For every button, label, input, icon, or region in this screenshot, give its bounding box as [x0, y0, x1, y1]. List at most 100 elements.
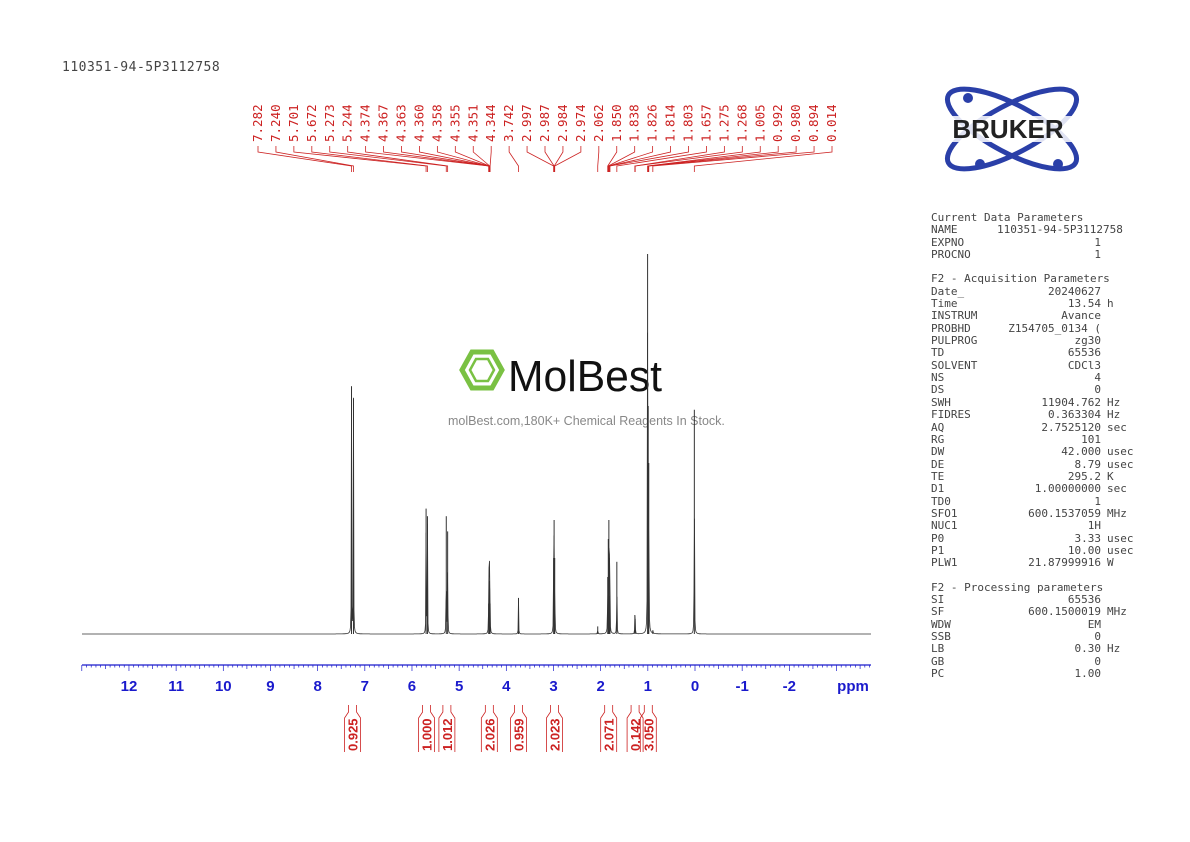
param-row: GB 0: [931, 654, 1134, 668]
peak-label: 2.997: [519, 104, 534, 142]
param-value: 65536: [1067, 346, 1101, 360]
param-row: PROBHD Z154705_0134 (: [931, 322, 1134, 335]
param-unit: [1101, 335, 1107, 347]
x-tick-label: 7: [361, 678, 369, 695]
peak-label-leader: [609, 146, 689, 172]
param-value: 0.363304: [1048, 408, 1101, 422]
param-value: 295.2: [1067, 469, 1101, 483]
peak-label: 4.355: [447, 104, 462, 142]
x-tick-label: -1: [735, 678, 748, 695]
integral-value: 2.071: [602, 718, 617, 751]
peak-label: 4.374: [358, 104, 373, 142]
peak-label: 2.984: [555, 104, 570, 142]
param-key: GB: [931, 654, 945, 668]
molbest-watermark: MolBest: [459, 349, 662, 401]
bruker-logo: BRUKER: [925, 86, 1090, 172]
param-value: 600.1500019: [1028, 605, 1101, 619]
peak-label-leader: [648, 146, 797, 172]
param-key: NAME: [931, 223, 958, 237]
integral-value: 0.925: [346, 718, 361, 751]
param-row: PLW1 21.87999916 W: [931, 556, 1134, 570]
param-key: Date_: [931, 284, 965, 298]
integral-bracket: [600, 705, 618, 752]
peak-label-leader: [607, 146, 618, 172]
param-row: INSTRUM Avance: [931, 309, 1134, 323]
param-value: 0: [1094, 383, 1101, 397]
param-unit: MHz: [1107, 605, 1127, 619]
peak-label: 1.803: [681, 104, 696, 142]
param-key: P0: [931, 531, 945, 545]
param-unit: [1101, 619, 1107, 631]
param-value: Avance: [1061, 309, 1101, 323]
param-unit: usec: [1107, 457, 1134, 471]
peak-label: 1.005: [752, 104, 767, 142]
peak-label: 1.275: [716, 104, 731, 142]
param-value: 1: [1094, 235, 1101, 249]
peak-label: 5.244: [340, 104, 355, 142]
x-tick-label: 12: [121, 678, 138, 695]
param-value: 101: [1081, 432, 1101, 446]
x-tick-label: 11: [168, 678, 184, 695]
param-key: DW: [931, 445, 945, 459]
peak-label-leader: [311, 146, 428, 172]
integral-bracket: [639, 705, 657, 752]
param-row: SSB 0: [931, 630, 1134, 643]
param-unit: Hz: [1107, 408, 1121, 422]
peak-label-leader: [401, 146, 490, 172]
param-row: NAME 110351-94-5P3112758: [931, 223, 1134, 237]
param-row: WDW EM: [931, 618, 1134, 631]
peak-label-leader: [634, 146, 743, 172]
integral-bracket: [546, 705, 563, 752]
param-row: AQ 2.7525120 sec: [931, 421, 1134, 434]
integral-bracket: [626, 705, 644, 752]
integral-value: 1.012: [440, 718, 455, 751]
param-row: PROCNO 1: [931, 248, 1134, 261]
param-row: SF 600.1500019 MHz: [931, 605, 1134, 619]
peak-label-leader: [347, 146, 449, 172]
bruker-logo-text: BRUKER: [952, 114, 1063, 144]
peak-label: 4.363: [394, 104, 409, 142]
param-key: RG: [931, 432, 945, 446]
param-row: DS 0: [931, 383, 1134, 397]
param-value: 1.00000000: [1034, 482, 1101, 496]
param-value: 11904.762: [1041, 395, 1101, 409]
peak-label-leader: [508, 146, 519, 172]
param-value: 0: [1094, 630, 1101, 643]
peak-label: 1.814: [663, 104, 678, 142]
param-key: PULPROG: [931, 334, 978, 348]
param-key: NUC1: [931, 519, 958, 533]
param-unit: [1101, 668, 1107, 680]
param-row: EXPNO 1: [931, 235, 1134, 249]
param-row: TE 295.2 K: [931, 469, 1134, 483]
integral-bracket: [438, 705, 456, 752]
params-processing-title: F2 - Processing parameters: [931, 580, 1104, 594]
peak-label: 2.987: [537, 104, 552, 142]
spectrum-trace: [82, 332, 871, 635]
param-row: SOLVENT CDCl3: [931, 359, 1134, 372]
peak-label: 5.273: [322, 104, 337, 142]
peak-label: 0.894: [806, 104, 821, 142]
x-tick-label: 6: [408, 678, 416, 695]
peak-label: 1.838: [627, 104, 642, 142]
x-tick-label: 0: [691, 678, 699, 695]
param-row: DE 8.79 usec: [931, 457, 1134, 471]
peak-label: 5.672: [304, 104, 319, 142]
integral-bracket: [344, 705, 361, 752]
param-key: INSTRUM: [931, 309, 978, 323]
param-key: D1: [931, 482, 945, 496]
peak-label-leader: [275, 146, 354, 172]
param-key: LB: [931, 642, 945, 656]
param-value: 1H: [1087, 519, 1101, 533]
param-row: RG 101: [931, 432, 1134, 446]
param-row: SFO1 600.1537059 MHz: [931, 507, 1134, 520]
params-current-title: Current Data Parameters: [931, 211, 1084, 224]
param-key: PLW1: [931, 556, 958, 570]
param-unit: [1101, 656, 1107, 668]
x-tick-label: 9: [266, 678, 274, 695]
x-tick-label: 5: [455, 678, 463, 695]
peak-label-leader: [553, 146, 564, 172]
x-tick-label: 2: [596, 678, 604, 695]
param-value: 20240627: [1048, 284, 1101, 298]
param-value: 0.30: [1074, 642, 1102, 656]
